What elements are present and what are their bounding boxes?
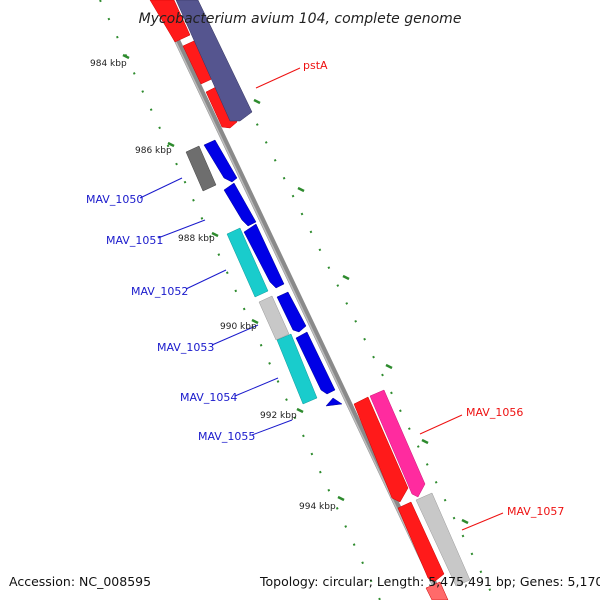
tick-label-988: 988 kbp	[178, 234, 215, 244]
gene-feature-mav1057-red[interactable]	[397, 501, 445, 583]
tick-label-990: 990 kbp	[220, 322, 257, 332]
gene-label-mav1056[interactable]: MAV_1056	[466, 406, 523, 419]
gene-feature-mav1054-blue[interactable]	[295, 331, 336, 395]
gene-feature-blue-2[interactable]	[243, 223, 285, 289]
genome-title: Mycobacterium avium 104, complete genome	[139, 11, 462, 27]
gene-feature-red-top[interactable]	[149, 0, 191, 43]
genome-summary-text: Topology: circular; Length: 5,475,491 bp…	[259, 574, 600, 589]
gene-feature-mav1051[interactable]	[223, 182, 257, 227]
gene-feature-mav1056-magenta[interactable]	[369, 389, 426, 498]
major-ticks	[122, 53, 469, 525]
gene-label-mav1052[interactable]: MAV_1052	[131, 285, 188, 298]
gene-feature-blue-3[interactable]	[276, 291, 307, 333]
gene-feature-mav1052[interactable]	[226, 227, 269, 298]
tick-label-994: 994 kbp	[299, 502, 336, 512]
gene-feature-mav1050[interactable]	[185, 145, 217, 192]
label-leaders	[139, 67, 504, 531]
gene-label-mav1057[interactable]: MAV_1057	[507, 505, 564, 518]
tick-dots-outer	[229, 69, 496, 600]
gene-feature-mav1056-red[interactable]	[353, 396, 409, 503]
gene-label-mav1051[interactable]: MAV_1051	[106, 234, 163, 247]
accession-text: Accession: NC_008595	[9, 574, 151, 589]
genome-backbone	[155, 0, 445, 600]
gene-feature-purple-pstA[interactable]	[175, 0, 253, 122]
genome-backbone-highlight	[155, 0, 441, 600]
gene-label-pstA[interactable]: pstA	[303, 59, 328, 72]
gene-label-mav1054[interactable]: MAV_1054	[180, 391, 237, 404]
gene-feature-mav1054-cyan[interactable]	[276, 333, 318, 405]
gene-label-mav1053[interactable]: MAV_1053	[157, 341, 214, 354]
tick-label-984: 984 kbp	[90, 59, 127, 69]
tick-label-992: 992 kbp	[260, 411, 297, 421]
gene-feature-blue-1[interactable]	[203, 139, 238, 183]
gene-feature-mav1057-gray[interactable]	[415, 492, 471, 587]
gene-feature-bottom-red[interactable]	[425, 581, 449, 600]
tick-label-986: 986 kbp	[135, 146, 172, 156]
gene-label-mav1055[interactable]: MAV_1055	[198, 430, 255, 443]
gene-feature-mav1053[interactable]	[258, 295, 290, 341]
gene-label-mav1050[interactable]: MAV_1050	[86, 193, 143, 206]
gene-feature-mav1055[interactable]	[325, 397, 343, 407]
